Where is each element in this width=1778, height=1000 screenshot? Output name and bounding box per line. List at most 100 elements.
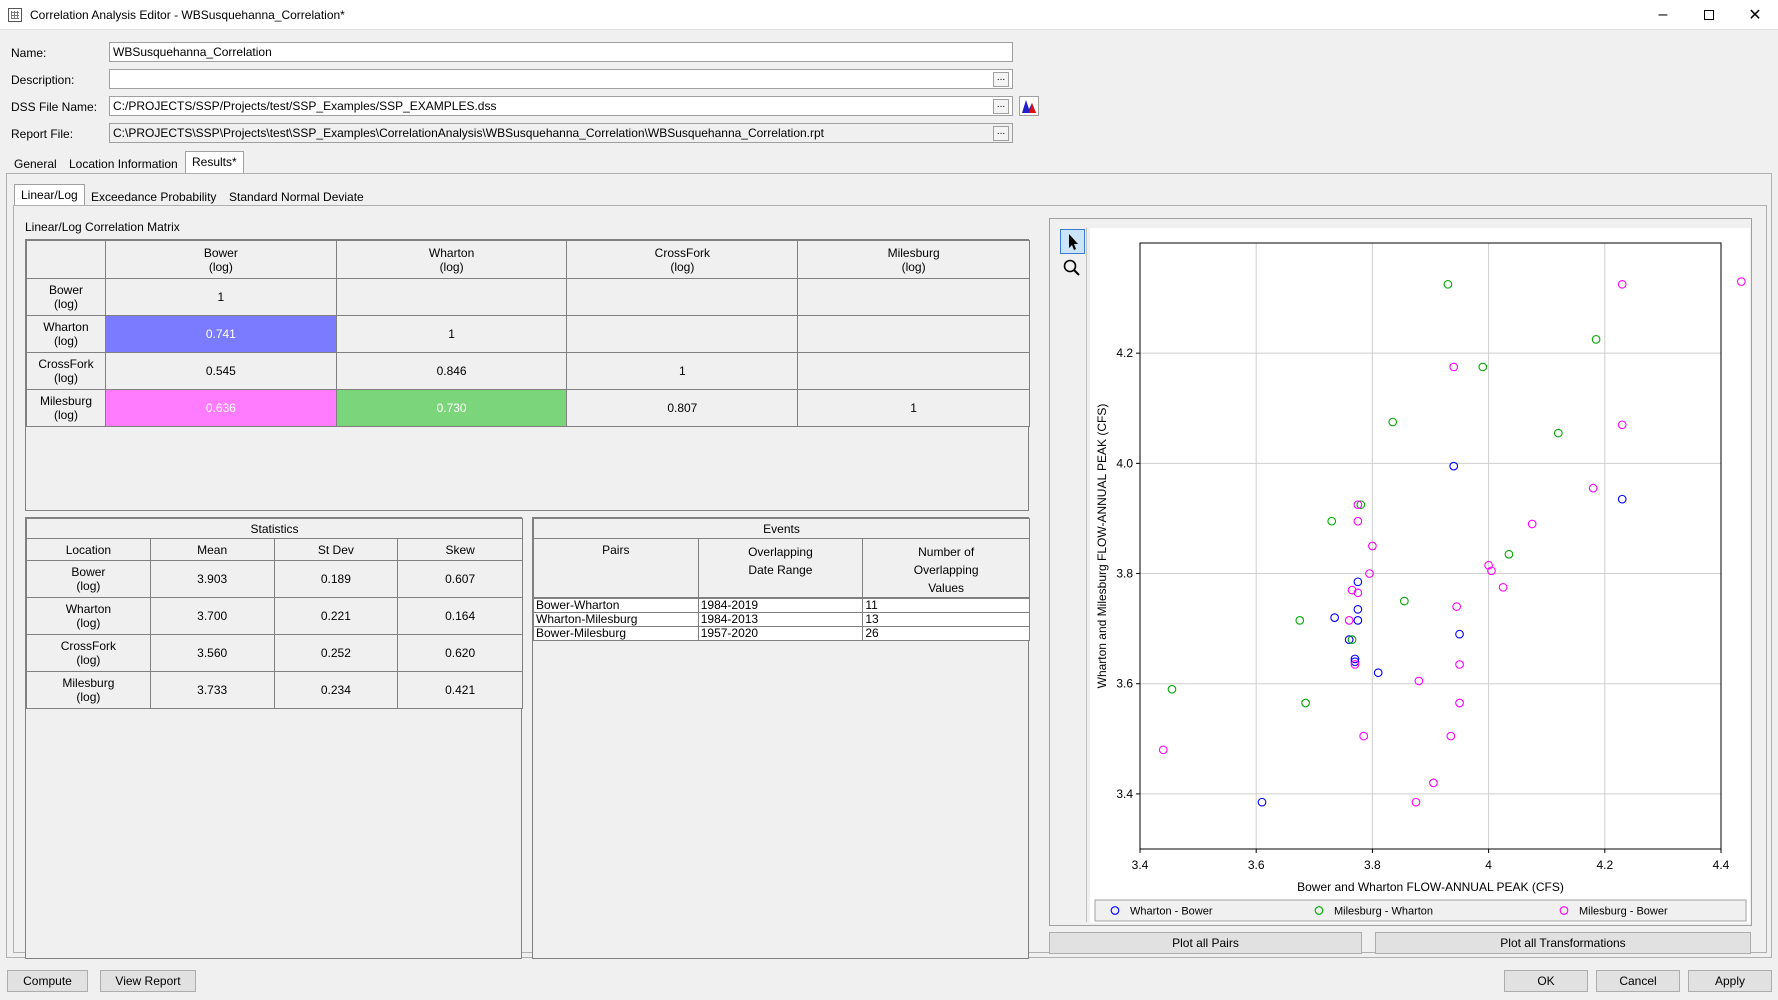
magnifier-icon[interactable]: [1060, 256, 1085, 281]
tab-exceedance-probability[interactable]: Exceedance Probability: [85, 187, 223, 207]
dss-viewer-icon[interactable]: [1019, 96, 1039, 116]
close-icon[interactable]: ✕: [1748, 7, 1762, 24]
arrow-pointer-icon[interactable]: [1060, 229, 1085, 254]
matrix-cell-highlighted[interactable]: 0.636: [104, 389, 337, 427]
dss-browse-button[interactable]: ...: [993, 99, 1009, 114]
window-title: Correlation Analysis Editor - WBSusqueha…: [30, 8, 345, 22]
data-point: [1455, 629, 1464, 639]
matrix-corner: [26, 240, 106, 279]
statistics-mean: 3.560: [149, 634, 275, 672]
events-row[interactable]: Bower-Wharton 1984-2019 11: [533, 598, 1030, 613]
ok-button[interactable]: OK: [1504, 970, 1588, 992]
statistics-location: Milesburg: [62, 676, 115, 690]
plot-all-pairs-button[interactable]: Plot all Pairs: [1049, 932, 1362, 954]
y-tick-label: 4.2: [1116, 346, 1133, 360]
data-point: [1443, 279, 1453, 289]
tab-general[interactable]: General: [8, 154, 63, 174]
matrix-row-header: CrossFork (log): [26, 352, 106, 390]
matrix-cell[interactable]: [797, 278, 1030, 316]
view-report-button[interactable]: View Report: [100, 970, 196, 992]
tab-standard-normal-deviate[interactable]: Standard Normal Deviate: [223, 187, 370, 207]
matrix-cell[interactable]: [797, 352, 1030, 390]
matrix-header-milesburg: Milesburg (log): [797, 240, 1030, 279]
y-tick-label: 3.4: [1116, 787, 1133, 801]
matrix-cell[interactable]: [335, 278, 568, 316]
events-pair: Bower-Wharton: [533, 598, 699, 613]
events-row[interactable]: Bower-Milesburg 1957-2020 26: [533, 626, 1030, 641]
matrix-row-header: Milesburg (log): [26, 389, 106, 427]
name-input[interactable]: WBSusquehanna_Correlation: [109, 42, 1013, 62]
description-browse-button[interactable]: ...: [993, 72, 1009, 87]
data-point: [1591, 335, 1601, 344]
legend-box: [1094, 899, 1747, 922]
statistics-header-mean: Mean: [149, 538, 275, 561]
matrix-cell[interactable]: 0.846: [335, 352, 568, 390]
matrix-cell[interactable]: [797, 315, 1030, 353]
events-count: 11: [862, 598, 1030, 613]
data-point: [1411, 797, 1421, 807]
data-point: [1373, 668, 1383, 678]
tab-results[interactable]: Results*: [185, 151, 244, 174]
statistics-mean: 3.903: [149, 560, 275, 598]
matrix-cell[interactable]: 1: [566, 352, 799, 390]
data-point: [1588, 483, 1598, 493]
statistics-panel: Statistics Location Mean St Dev Skew Bow…: [25, 517, 523, 959]
matrix-cell-highlighted[interactable]: 0.730: [335, 389, 568, 427]
dss-file-input[interactable]: C:/PROJECTS/SSP/Projects/test/SSP_Exampl…: [109, 96, 1013, 116]
matrix-cell[interactable]: 1: [335, 315, 568, 353]
matrix-cell[interactable]: [566, 278, 799, 316]
plot-all-transformations-button[interactable]: Plot all Transformations: [1375, 932, 1751, 954]
data-point: [1484, 560, 1493, 570]
matrix-header-bower: Bower (log): [104, 240, 337, 279]
minimize-icon[interactable]: –: [1658, 6, 1668, 23]
correlation-matrix: Bower (log) Wharton (log) CrossFork (log) M…: [25, 239, 1030, 511]
tab-linear-log[interactable]: Linear/Log: [14, 184, 85, 206]
data-point: [1257, 797, 1267, 807]
data-point: [1295, 616, 1305, 625]
statistics-unit: (log): [76, 690, 101, 704]
maximize-icon[interactable]: [1686, 0, 1732, 30]
statistics-unit: (log): [76, 616, 101, 630]
matrix-cell[interactable]: 1: [104, 278, 337, 316]
matrix-cell[interactable]: 1: [797, 389, 1030, 427]
data-point: [1449, 461, 1459, 471]
scatter-plot[interactable]: 3.4 3.6 3.8 4 4.2 4.4 3.4 3.6 3.8 4.0 4.2 Bower an…: [1090, 228, 1750, 923]
matrix-cell[interactable]: 0.545: [104, 352, 337, 390]
matrix-row: Bower (log) 1: [26, 278, 1030, 316]
plot-background: [1090, 228, 1750, 923]
data-point: [1167, 684, 1177, 694]
compute-button[interactable]: Compute: [7, 970, 88, 992]
legend-marker: [1110, 906, 1120, 915]
matrix-cell[interactable]: [566, 315, 799, 353]
matrix-cell[interactable]: 0.807: [566, 389, 799, 427]
data-point: [1347, 585, 1357, 595]
data-point: [1736, 277, 1746, 286]
data-point: [1359, 731, 1369, 741]
matrix-cell-highlighted[interactable]: 0.741: [104, 315, 337, 353]
statistics-title: Statistics: [26, 518, 523, 539]
data-point: [1365, 569, 1374, 578]
statistics-row: Bower (log) 3.903 0.189 0.607: [26, 560, 523, 598]
report-file-input[interactable]: C:\PROJECTS\SSP\Projects\test\SSP_Exampl…: [109, 123, 1013, 143]
statistics-stdev: 0.189: [273, 560, 399, 598]
data-point: [1498, 582, 1508, 592]
statistics-location: Wharton: [65, 602, 112, 616]
y-tick-label: 4.0: [1116, 456, 1133, 470]
cancel-button[interactable]: Cancel: [1596, 970, 1680, 992]
report-browse-button[interactable]: ...: [993, 126, 1009, 141]
data-point: [1446, 731, 1456, 741]
description-input[interactable]: [109, 69, 1013, 89]
events-range: 1984-2019: [697, 598, 864, 613]
x-axis-label: Bower and Wharton FLOW-ANNUAL PEAK (CFS): [1297, 880, 1564, 894]
data-point: [1527, 519, 1537, 529]
events-header-count: Number of Overlapping Values: [862, 538, 1030, 598]
statistics-mean: 3.700: [149, 597, 275, 635]
x-tick-label: 3.6: [1248, 858, 1265, 872]
events-row[interactable]: Wharton-Milesburg 1984-2013 13: [533, 612, 1030, 627]
legend: Wharton - Bower Milesburg - Wharton Milesb…: [1094, 899, 1747, 922]
plot-frame: [1139, 242, 1722, 850]
apply-button[interactable]: Apply: [1688, 970, 1772, 992]
data-point: [1353, 588, 1363, 598]
tab-location-information[interactable]: Location Information: [63, 154, 184, 174]
statistics-mean: 3.733: [149, 671, 275, 709]
